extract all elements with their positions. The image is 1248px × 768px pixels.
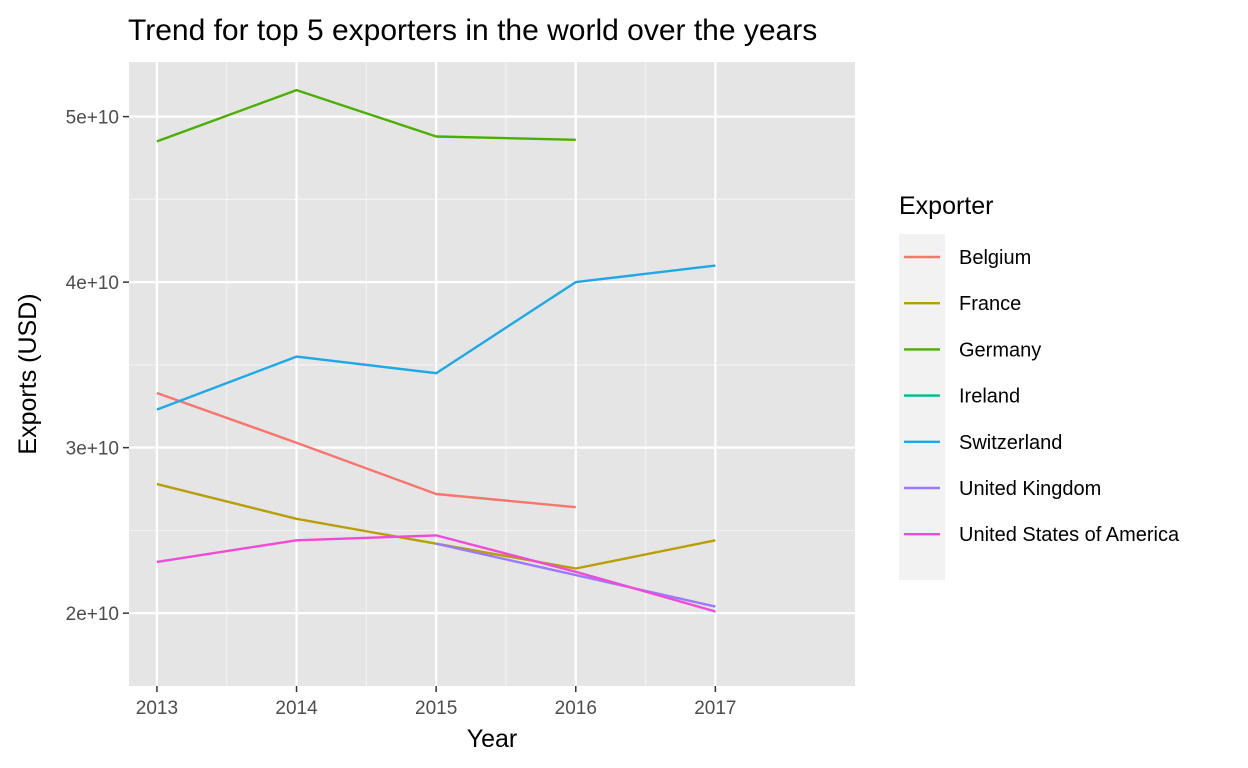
- y-tick-label: 2e+10: [66, 604, 119, 625]
- legend-label-united-kingdom: United Kingdom: [959, 478, 1101, 500]
- x-tick-label: 2015: [415, 698, 457, 719]
- x-axis-title: Year: [467, 725, 518, 753]
- x-tick-label: 2017: [694, 698, 736, 719]
- x-tick-label: 2014: [275, 698, 318, 719]
- x-axis: 2013 2014 2015 2016 2017: [136, 686, 737, 719]
- legend-label-france: France: [959, 293, 1021, 315]
- y-tick-label: 3e+10: [66, 439, 119, 460]
- legend-label-germany: Germany: [959, 339, 1041, 361]
- series-line-switzerland: [156, 264, 716, 411]
- x-tick-label: 2013: [136, 698, 178, 719]
- legend-key-background: [899, 234, 945, 580]
- chart-title: Trend for top 5 exporters in the world o…: [128, 14, 817, 47]
- legend-label-united-states-of-america: United States of America: [959, 524, 1180, 546]
- series-line-united-states-of-america: [156, 534, 716, 613]
- series-lines: [156, 88, 716, 613]
- x-tick-label: 2016: [555, 698, 597, 719]
- y-axis-title: Exports (USD): [14, 293, 42, 454]
- plot-panel: [129, 62, 855, 686]
- series-line-belgium: [156, 391, 576, 509]
- legend-title: Exporter: [899, 192, 993, 220]
- legend: Exporter Belgium France Germany Ireland Swit…: [899, 192, 1180, 580]
- minor-gridlines: [129, 62, 855, 686]
- y-tick-label: 4e+10: [66, 273, 119, 294]
- major-gridlines: [129, 62, 855, 686]
- legend-label-switzerland: Switzerland: [959, 432, 1062, 454]
- y-tick-label: 5e+10: [66, 108, 119, 129]
- series-line-germany: [156, 88, 576, 143]
- series-line-united-kingdom: [435, 542, 716, 608]
- legend-label-ireland: Ireland: [959, 386, 1020, 408]
- y-axis: 2e+10 3e+10 4e+10 5e+10: [66, 108, 129, 625]
- legend-label-belgium: Belgium: [959, 247, 1031, 269]
